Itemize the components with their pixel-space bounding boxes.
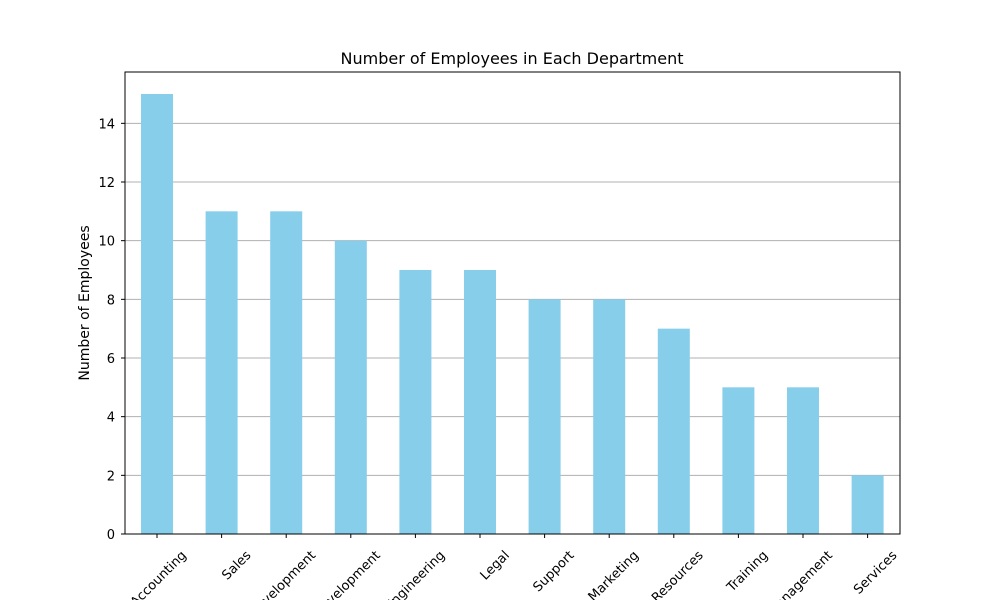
bar-sales [205, 211, 238, 535]
x-tick-label: Accounting [128, 548, 190, 600]
x-tick-label: Management [765, 548, 836, 600]
gridlines [125, 122, 900, 535]
bar-development [270, 211, 303, 535]
chart-title: Number of Employees in Each Department [341, 49, 684, 68]
bar-support [528, 299, 561, 534]
x-tick-label: Marketing [586, 548, 642, 600]
bars [141, 94, 884, 535]
y-tick-label: 0 [107, 528, 115, 543]
y-axis-label: Number of Employees [77, 225, 93, 380]
bar-training [722, 387, 755, 534]
x-tick-label: Sales [219, 548, 254, 583]
x-tick-label: Engineering [382, 548, 448, 600]
x-tick-label: Training [724, 548, 772, 596]
plot-frame [124, 71, 901, 535]
x-tick-label: Support [530, 548, 577, 595]
y-tick-label: 2 [107, 469, 115, 484]
x-tick-label: Resources [649, 548, 707, 600]
bar-management [787, 387, 819, 534]
x-tick-label: Development [311, 548, 383, 600]
y-tick-label: 6 [107, 352, 115, 367]
x-tick-label: Development [247, 548, 319, 600]
bar-accounting [141, 94, 173, 534]
y-axis: 0 2 4 6 8 10 12 14 [98, 117, 125, 543]
y-tick-label: 8 [107, 293, 115, 308]
bar-marketing [593, 299, 626, 534]
y-tick-label: 4 [107, 411, 115, 426]
bar-resources [657, 328, 690, 534]
x-tick-label: Services [851, 548, 901, 598]
y-tick-label: 12 [98, 176, 115, 191]
bar-legal [464, 270, 496, 534]
x-axis: Accounting SalesDevelopmentDevelopmentEng… [128, 534, 901, 600]
bar-services [851, 475, 884, 534]
bar-engineering [399, 270, 432, 534]
y-tick-label: 14 [98, 117, 115, 132]
bar-development [334, 240, 367, 534]
y-tick-label: 10 [98, 235, 115, 250]
x-tick-label: Legal [478, 548, 513, 583]
